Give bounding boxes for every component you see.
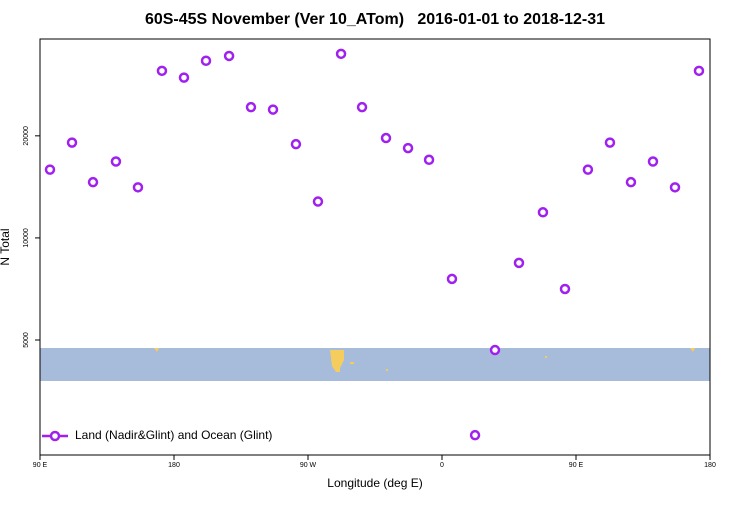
point bbox=[513, 257, 525, 269]
x-tick-label: 180 bbox=[704, 462, 716, 469]
y-axis-label: N Total bbox=[0, 228, 12, 265]
map-strip bbox=[40, 348, 710, 381]
y-tick-label: 5000 bbox=[23, 332, 30, 348]
point bbox=[156, 65, 168, 77]
point bbox=[604, 137, 616, 148]
x-tick-label: 0 bbox=[440, 462, 444, 469]
point bbox=[335, 48, 347, 60]
point bbox=[178, 72, 190, 83]
x-axis-label: Longitude (deg E) bbox=[327, 476, 422, 490]
point bbox=[87, 176, 99, 188]
point bbox=[380, 132, 392, 144]
legend-marker bbox=[49, 430, 61, 442]
point bbox=[66, 137, 78, 148]
point bbox=[402, 142, 414, 154]
point bbox=[669, 182, 681, 193]
x-tick-label: 90 E bbox=[569, 462, 584, 469]
point bbox=[223, 50, 235, 62]
point bbox=[132, 182, 144, 193]
point bbox=[245, 101, 257, 113]
point bbox=[693, 65, 705, 77]
point bbox=[312, 196, 324, 207]
point bbox=[647, 156, 659, 167]
point bbox=[44, 164, 56, 175]
y-tick-label: 10000 bbox=[23, 228, 30, 248]
point bbox=[267, 104, 279, 115]
point bbox=[200, 55, 212, 67]
point bbox=[446, 273, 458, 285]
x-tick-label: 180 bbox=[168, 462, 180, 469]
point bbox=[290, 138, 302, 150]
chart-title: 60S-45S November (Ver 10_ATom) 2016-01-0… bbox=[145, 11, 605, 28]
x-tick-label: 90 W bbox=[300, 462, 317, 469]
point bbox=[110, 156, 122, 167]
point bbox=[489, 344, 501, 356]
legend-label: Land (Nadir&Glint) and Ocean (Glint) bbox=[75, 428, 272, 442]
point bbox=[559, 283, 571, 295]
point bbox=[469, 429, 481, 441]
plot-frame bbox=[39, 38, 711, 456]
point bbox=[582, 164, 594, 175]
x-tick-label: 90 E bbox=[33, 462, 48, 469]
point bbox=[356, 101, 368, 113]
point bbox=[537, 207, 549, 218]
point bbox=[423, 154, 435, 166]
point bbox=[625, 176, 637, 188]
y-tick-label: 20000 bbox=[23, 126, 30, 146]
